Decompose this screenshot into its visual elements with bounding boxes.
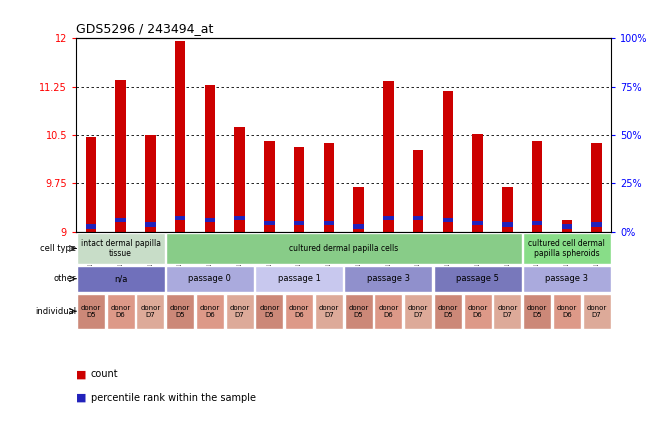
Bar (502, 187, 512, 232)
Text: count: count (91, 369, 118, 379)
Text: donor
D6: donor D6 (467, 305, 488, 318)
Bar (443, 217, 453, 222)
Bar (523, 233, 611, 264)
Bar (235, 216, 245, 220)
Bar (77, 233, 165, 264)
Bar (205, 85, 215, 232)
Text: intact dermal papilla
tissue: intact dermal papilla tissue (81, 239, 161, 258)
Bar (86, 137, 96, 232)
Bar (344, 266, 432, 291)
Bar (116, 80, 126, 232)
Bar (523, 294, 551, 329)
Bar (523, 266, 611, 291)
Text: donor
D7: donor D7 (586, 305, 607, 318)
Bar (225, 294, 254, 329)
Text: ■: ■ (76, 393, 87, 403)
Text: donor
D6: donor D6 (289, 305, 309, 318)
Bar (443, 91, 453, 232)
Bar (493, 294, 522, 329)
Bar (175, 41, 185, 232)
Bar (116, 217, 126, 222)
Text: passage 3: passage 3 (367, 274, 410, 283)
Bar (562, 224, 572, 228)
Text: donor
D5: donor D5 (170, 305, 190, 318)
Bar (374, 294, 403, 329)
Bar (196, 294, 224, 329)
Bar (255, 266, 343, 291)
Bar (354, 187, 364, 232)
Bar (235, 126, 245, 232)
Text: passage 3: passage 3 (545, 274, 588, 283)
Bar (582, 294, 611, 329)
Bar (166, 266, 254, 291)
Text: donor
D5: donor D5 (438, 305, 458, 318)
Bar (383, 81, 393, 232)
Bar (532, 221, 542, 225)
Bar (136, 294, 165, 329)
Bar (413, 216, 423, 220)
Bar (166, 233, 522, 264)
Text: donor
D6: donor D6 (200, 305, 220, 318)
Bar (264, 141, 274, 232)
Bar (434, 266, 522, 291)
Text: donor
D6: donor D6 (557, 305, 577, 318)
Bar (592, 222, 602, 227)
Bar (404, 294, 432, 329)
Bar (383, 216, 393, 220)
Text: donor
D7: donor D7 (229, 305, 250, 318)
Bar (294, 221, 304, 225)
Bar (413, 151, 423, 232)
Bar (532, 141, 542, 232)
Bar (324, 221, 334, 225)
Text: passage 5: passage 5 (456, 274, 499, 283)
Bar (145, 222, 155, 227)
Bar (562, 220, 572, 232)
Bar (285, 294, 313, 329)
Text: n/a: n/a (114, 274, 128, 283)
Bar (473, 221, 483, 225)
Text: donor
D7: donor D7 (140, 305, 161, 318)
Bar (255, 294, 284, 329)
Text: donor
D7: donor D7 (497, 305, 518, 318)
Text: donor
D7: donor D7 (408, 305, 428, 318)
Text: passage 0: passage 0 (188, 274, 231, 283)
Bar (166, 294, 194, 329)
Bar (175, 216, 185, 220)
Text: ■: ■ (76, 369, 87, 379)
Bar (344, 294, 373, 329)
Text: donor
D6: donor D6 (378, 305, 399, 318)
Text: percentile rank within the sample: percentile rank within the sample (91, 393, 256, 403)
Text: donor
D5: donor D5 (81, 305, 101, 318)
Bar (86, 224, 96, 228)
Bar (77, 266, 165, 291)
Bar (324, 143, 334, 232)
Bar (354, 224, 364, 228)
Text: donor
D6: donor D6 (110, 305, 131, 318)
Bar (145, 135, 155, 232)
Bar (77, 294, 105, 329)
Text: cultured cell dermal
papilla spheroids: cultured cell dermal papilla spheroids (528, 239, 605, 258)
Text: cultured dermal papilla cells: cultured dermal papilla cells (289, 244, 399, 253)
Bar (502, 222, 512, 227)
Text: donor
D5: donor D5 (527, 305, 547, 318)
Bar (434, 294, 462, 329)
Bar (592, 143, 602, 232)
Bar (553, 294, 581, 329)
Text: donor
D5: donor D5 (348, 305, 369, 318)
Text: individual: individual (35, 307, 76, 316)
Bar (294, 147, 304, 232)
Text: donor
D5: donor D5 (259, 305, 280, 318)
Bar (205, 217, 215, 222)
Text: GDS5296 / 243494_at: GDS5296 / 243494_at (76, 22, 214, 36)
Text: cell type: cell type (40, 244, 76, 253)
Bar (315, 294, 343, 329)
Text: donor
D7: donor D7 (319, 305, 339, 318)
Bar (106, 294, 135, 329)
Text: other: other (54, 274, 76, 283)
Bar (473, 134, 483, 232)
Bar (264, 221, 274, 225)
Bar (463, 294, 492, 329)
Text: passage 1: passage 1 (278, 274, 321, 283)
